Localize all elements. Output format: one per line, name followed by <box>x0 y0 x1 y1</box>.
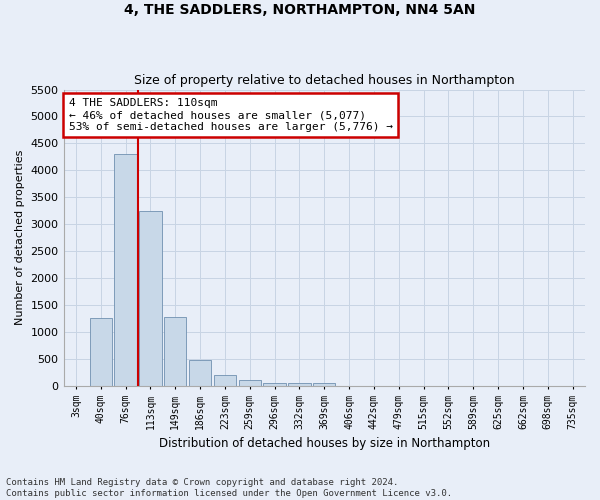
Title: Size of property relative to detached houses in Northampton: Size of property relative to detached ho… <box>134 74 515 87</box>
Bar <box>313 383 335 386</box>
Bar <box>89 318 112 386</box>
X-axis label: Distribution of detached houses by size in Northampton: Distribution of detached houses by size … <box>159 437 490 450</box>
Text: Contains HM Land Registry data © Crown copyright and database right 2024.
Contai: Contains HM Land Registry data © Crown c… <box>6 478 452 498</box>
Bar <box>214 375 236 386</box>
Bar <box>164 318 187 386</box>
Bar <box>288 383 311 386</box>
Text: 4, THE SADDLERS, NORTHAMPTON, NN4 5AN: 4, THE SADDLERS, NORTHAMPTON, NN4 5AN <box>124 2 476 16</box>
Bar <box>139 210 161 386</box>
Text: 4 THE SADDLERS: 110sqm
← 46% of detached houses are smaller (5,077)
53% of semi-: 4 THE SADDLERS: 110sqm ← 46% of detached… <box>69 98 393 132</box>
Bar <box>115 154 137 386</box>
Bar <box>239 380 261 386</box>
Bar <box>189 360 211 386</box>
Y-axis label: Number of detached properties: Number of detached properties <box>15 150 25 326</box>
Bar <box>263 382 286 386</box>
